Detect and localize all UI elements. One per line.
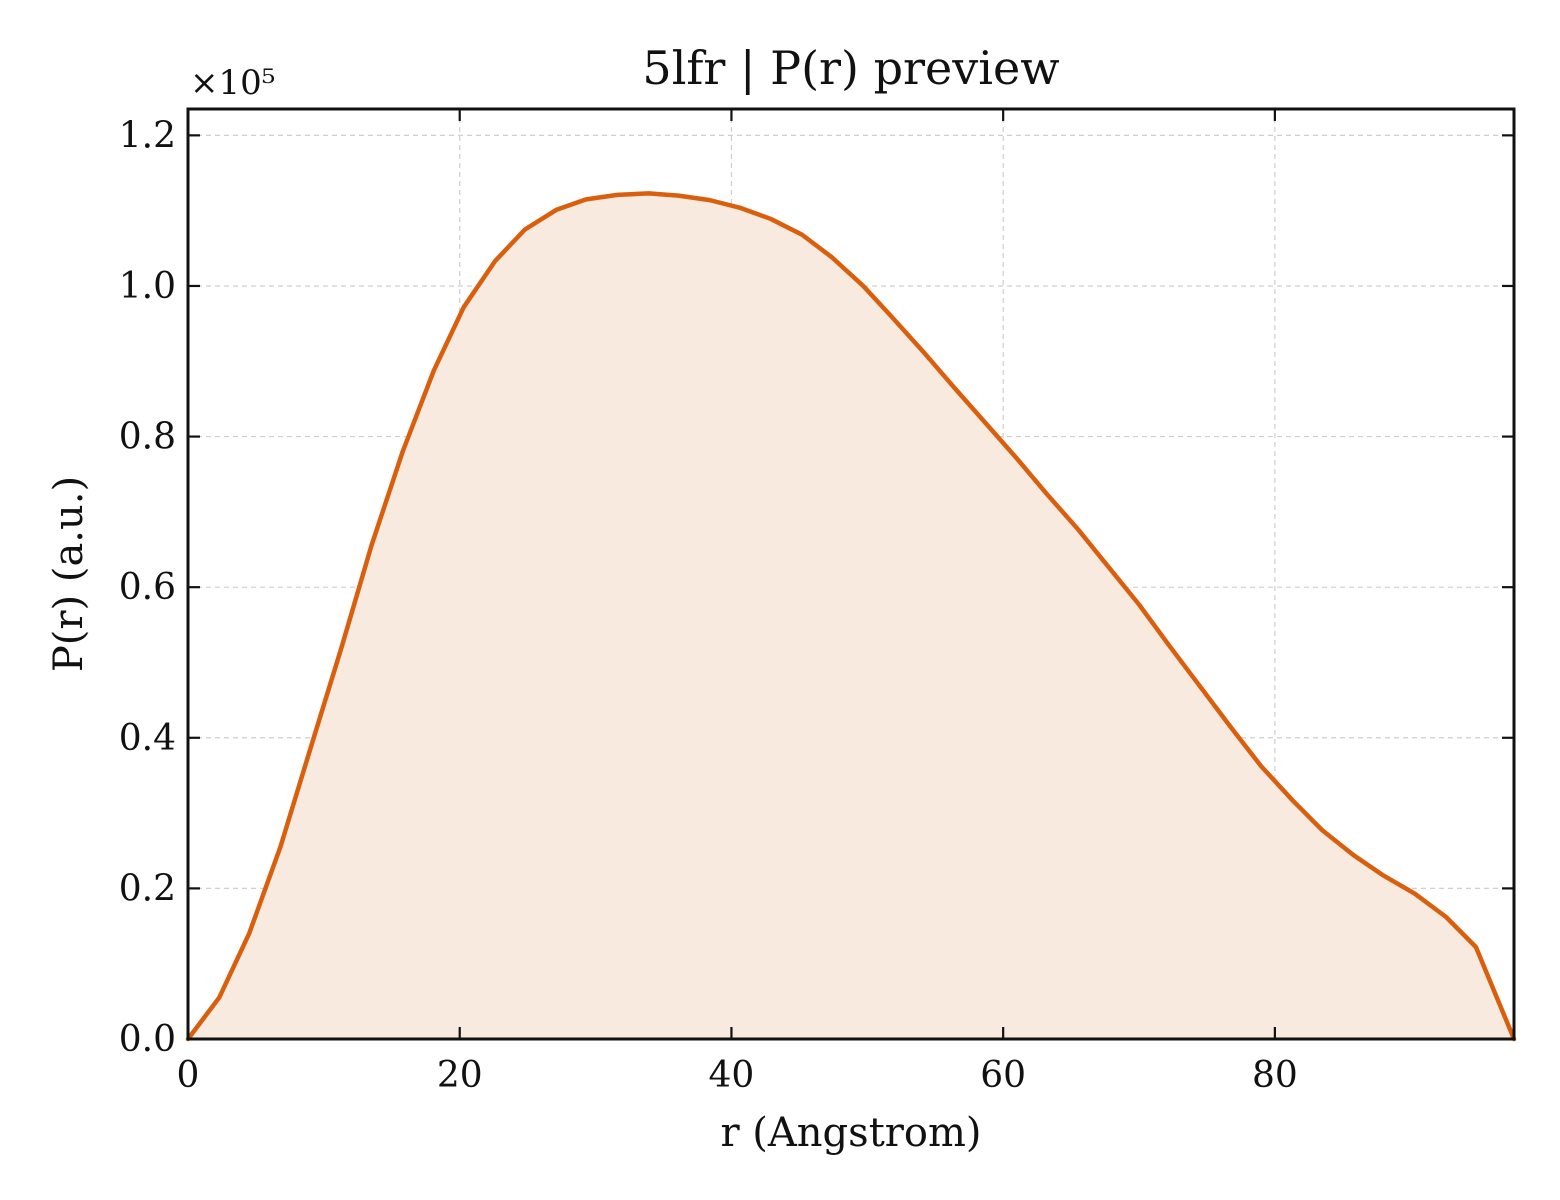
- chart-title: 5lfr | P(r) preview: [642, 41, 1059, 95]
- y-tick-label: 0.6: [119, 567, 176, 608]
- y-tick-label: 0.2: [119, 868, 176, 909]
- y-tick-label: 0.4: [119, 718, 176, 759]
- y-tick-label: 0.0: [119, 1019, 176, 1060]
- plot-frame: [186, 107, 1516, 1041]
- x-axis-label: r (Angstrom): [720, 1110, 981, 1156]
- x-tick-label: 0: [177, 1055, 200, 1096]
- series-line: [185, 191, 1517, 1042]
- area-layer: [188, 193, 1514, 1040]
- x-tick-label: 60: [980, 1055, 1026, 1096]
- y-tick-label: 0.8: [119, 417, 176, 458]
- tick-layer: 0 20 40 60 80 0.0 0.2 0.4 0.6 0.8 1.0 1.2: [119, 109, 1514, 1096]
- y-tick-label: 1.2: [119, 115, 176, 156]
- y-axis-label: P(r) (a.u.): [46, 476, 92, 672]
- x-tick-label: 20: [437, 1055, 483, 1096]
- series-area-fill: [188, 193, 1514, 1040]
- y-tick-label: 1.0: [119, 266, 176, 307]
- line-layer: [185, 191, 1517, 1042]
- y-offset-label: ×10⁵: [190, 63, 275, 103]
- x-tick-label: 80: [1252, 1055, 1298, 1096]
- x-tick-label: 40: [709, 1055, 755, 1096]
